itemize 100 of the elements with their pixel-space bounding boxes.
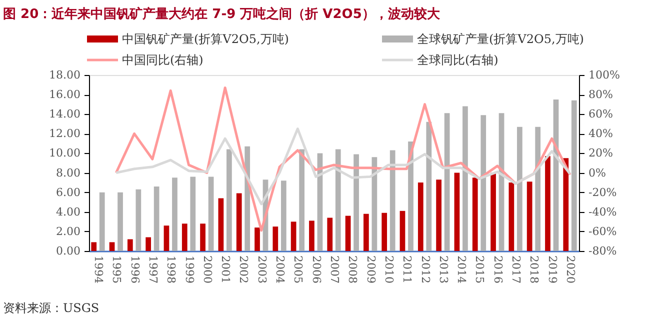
bar bbox=[91, 242, 97, 251]
bar bbox=[299, 149, 304, 251]
x-tick-label: 2011 bbox=[400, 256, 414, 284]
bar bbox=[462, 106, 468, 251]
bar bbox=[444, 113, 450, 251]
bar bbox=[244, 146, 250, 251]
x-tick-label: 1997 bbox=[146, 256, 160, 284]
bar bbox=[480, 115, 486, 251]
bar bbox=[146, 237, 152, 251]
bar bbox=[571, 100, 577, 251]
bar bbox=[280, 180, 286, 251]
y-tick-label: 8.00 bbox=[56, 166, 80, 180]
x-tick-label: 2006 bbox=[310, 256, 323, 284]
bar bbox=[190, 176, 196, 251]
bar bbox=[400, 210, 406, 251]
y2-tick-label: 100% bbox=[588, 68, 620, 82]
bar bbox=[136, 189, 142, 251]
x-tick-label: 2010 bbox=[382, 256, 396, 284]
x-tick-label: 2020 bbox=[564, 256, 578, 284]
bar bbox=[545, 156, 550, 251]
x-tick-label: 2014 bbox=[455, 256, 468, 284]
bar bbox=[118, 192, 123, 251]
bar bbox=[218, 198, 224, 251]
bar bbox=[309, 220, 314, 251]
x-tick-label: 2002 bbox=[237, 256, 250, 284]
x-tick-label: 2004 bbox=[274, 256, 287, 284]
bar bbox=[390, 150, 396, 251]
bar bbox=[418, 182, 424, 251]
bar bbox=[272, 226, 278, 251]
text: 资料来源：USGS bbox=[3, 301, 100, 315]
y-tick-label: 18.00 bbox=[49, 68, 80, 82]
chart-title: 图 20：近年来中国钒矿产量大约在 7-9 万吨之间（折 V2O5），波动较大 bbox=[3, 6, 441, 22]
y2-tick-label: -20% bbox=[588, 186, 617, 199]
x-tick-label: 2003 bbox=[255, 256, 268, 284]
x-tick-label: 2012 bbox=[418, 256, 432, 284]
legend-label: 全球钒矿产量(折算V2O5,万吨) bbox=[417, 32, 584, 46]
x-tick-label: 2016 bbox=[491, 256, 504, 284]
x-tick-label: 2005 bbox=[292, 256, 305, 284]
bar bbox=[535, 126, 541, 251]
y2-tick-label: 80% bbox=[588, 88, 613, 102]
legend-label: 中国同比(右轴) bbox=[122, 53, 204, 67]
x-tick-label: 1998 bbox=[164, 256, 178, 284]
x-tick-label: 2013 bbox=[436, 256, 450, 284]
y2-tick-label: -80% bbox=[588, 244, 617, 258]
x-tick-label: 2015 bbox=[473, 256, 486, 284]
y2-tick-label: 20% bbox=[588, 146, 613, 160]
x-tick-label: 2007 bbox=[328, 256, 341, 284]
legend-label: 全球同比(右轴) bbox=[417, 53, 498, 67]
y2-tick-label: 40% bbox=[588, 127, 613, 140]
bar bbox=[290, 222, 296, 251]
bar bbox=[436, 180, 442, 251]
bar bbox=[127, 239, 133, 251]
x-tick-label: 2000 bbox=[200, 256, 214, 284]
bar bbox=[516, 126, 522, 251]
x-tick-label: 2017 bbox=[510, 256, 523, 284]
x-tick-label: 1996 bbox=[128, 256, 142, 284]
y-tick-label: 12.00 bbox=[49, 127, 80, 140]
bar bbox=[426, 122, 432, 251]
x-tick-label: 2001 bbox=[219, 256, 232, 284]
bar bbox=[236, 193, 242, 251]
y2-tick-label: 0% bbox=[588, 166, 606, 180]
bar bbox=[254, 228, 260, 251]
x-tick-label: 2018 bbox=[528, 256, 541, 284]
bar bbox=[354, 154, 359, 251]
bar bbox=[508, 182, 514, 251]
bar bbox=[526, 182, 532, 251]
line-series bbox=[114, 128, 572, 206]
y-tick-label: 16.00 bbox=[49, 88, 80, 102]
bar bbox=[490, 172, 496, 251]
y-tick-label: 6.00 bbox=[56, 186, 80, 199]
bar bbox=[154, 186, 160, 251]
bar bbox=[382, 212, 388, 251]
bar bbox=[208, 176, 214, 251]
x-tick-label: 2019 bbox=[546, 256, 559, 284]
y-tick-label: 10.00 bbox=[49, 146, 80, 160]
bar bbox=[472, 178, 478, 251]
x-tick-label: 2008 bbox=[346, 256, 360, 284]
y-tick-label: 4.00 bbox=[56, 205, 80, 218]
bar bbox=[164, 226, 170, 251]
y-tick-label: 14.00 bbox=[49, 108, 80, 121]
bar bbox=[454, 172, 460, 251]
bar bbox=[345, 216, 351, 251]
legend-label: 中国钒矿产量(折算V2O5,万吨) bbox=[122, 32, 289, 46]
bar bbox=[99, 192, 105, 251]
bar bbox=[563, 158, 569, 251]
bar bbox=[109, 242, 115, 251]
y2-tick-label: 60% bbox=[588, 108, 613, 121]
y2-tick-label: -40% bbox=[588, 205, 617, 218]
y-tick-label: 0.00 bbox=[56, 244, 80, 258]
bar bbox=[335, 149, 341, 251]
bar bbox=[364, 214, 369, 251]
y-tick-label: 2.00 bbox=[56, 224, 80, 238]
x-tick-label: 2009 bbox=[364, 256, 378, 284]
bar bbox=[182, 224, 188, 251]
bar bbox=[172, 178, 178, 251]
x-tick-label: 1999 bbox=[182, 256, 196, 284]
bar bbox=[200, 224, 206, 251]
bar bbox=[327, 218, 333, 251]
y2-tick-label: -60% bbox=[588, 224, 617, 238]
bar bbox=[226, 149, 232, 251]
